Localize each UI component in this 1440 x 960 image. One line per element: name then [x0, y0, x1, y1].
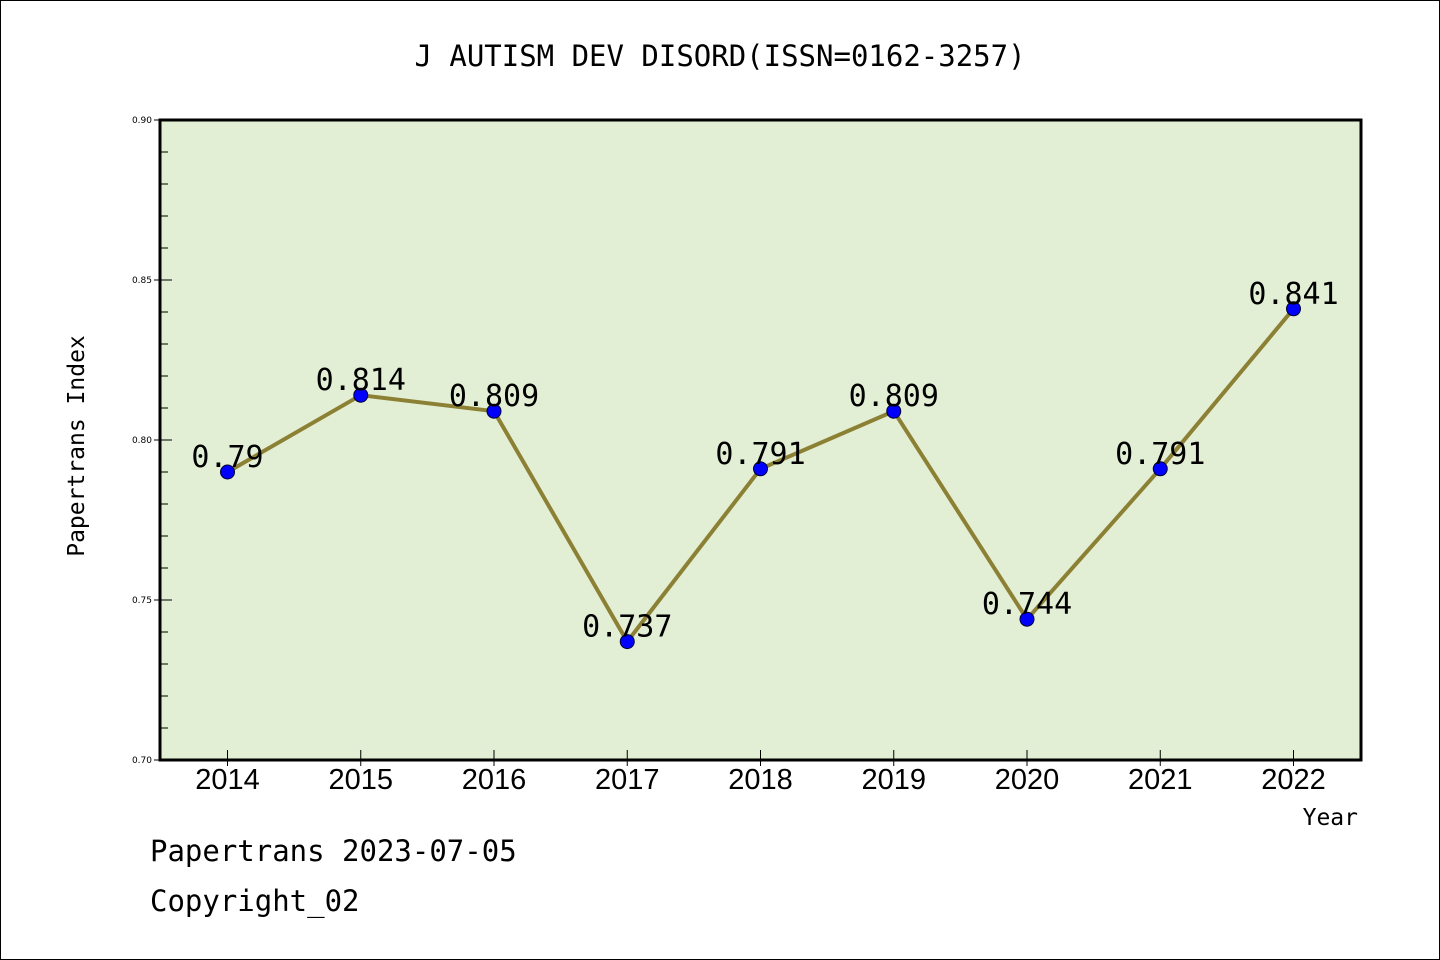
x-tick-label: 2015 — [328, 764, 393, 796]
y-axis-ticks: 0.70 0.75 0.80 0.85 0.90 — [132, 116, 172, 766]
chart-title: J AUTISM DEV DISORD(ISSN=0162-3257) — [414, 39, 1025, 73]
data-point — [619, 634, 635, 650]
plot-area — [158, 118, 1363, 762]
x-axis-ticks: 2014 2015 2016 2017 2018 2019 2020 2021 2022 — [195, 750, 1326, 796]
x-tick-label: 2016 — [462, 764, 527, 796]
data-point — [1152, 461, 1168, 477]
y-axis-label: Papertrans Index — [64, 335, 90, 557]
x-tick-label: 2020 — [995, 764, 1060, 796]
data-labels: 0.79 0.814 0.809 0.737 0.791 0.809 0.744 0.791 0… — [191, 277, 1338, 645]
data-label: 0.791 — [715, 437, 805, 472]
data-point — [753, 461, 768, 477]
data-point — [486, 403, 502, 419]
y-tick-label: 0.85 — [132, 276, 152, 286]
y-tick-label: 0.75 — [132, 596, 152, 606]
data-point — [220, 464, 235, 480]
x-tick-label: 2021 — [1128, 764, 1193, 796]
data-points — [220, 301, 1301, 650]
data-label: 0.744 — [982, 587, 1072, 622]
data-label: 0.737 — [582, 610, 672, 645]
footer-copyright-text: Copyright_02 — [150, 884, 360, 918]
y-minor-ticks — [160, 151, 168, 729]
data-point — [886, 403, 902, 419]
data-point — [1286, 301, 1301, 317]
y-tick-label: 0.70 — [132, 756, 152, 766]
data-label: 0.79 — [191, 440, 263, 475]
x-tick-label: 2019 — [861, 764, 926, 796]
data-label: 0.814 — [316, 363, 406, 398]
data-label: 0.809 — [849, 379, 939, 414]
x-tick-label: 2017 — [595, 764, 660, 796]
data-label: 0.841 — [1248, 277, 1338, 312]
data-label: 0.791 — [1115, 437, 1205, 472]
x-tick-label: 2014 — [195, 764, 260, 796]
data-point — [353, 387, 369, 403]
data-point — [1019, 611, 1035, 627]
y-tick-label: 0.90 — [132, 116, 152, 126]
data-label: 0.809 — [449, 379, 539, 414]
x-axis-label: Year — [1303, 805, 1358, 831]
x-tick-label: 2022 — [1261, 764, 1326, 796]
x-tick-label: 2018 — [728, 764, 793, 796]
footer-date-text: Papertrans 2023-07-05 — [150, 834, 517, 868]
y-tick-label: 0.80 — [132, 436, 152, 446]
